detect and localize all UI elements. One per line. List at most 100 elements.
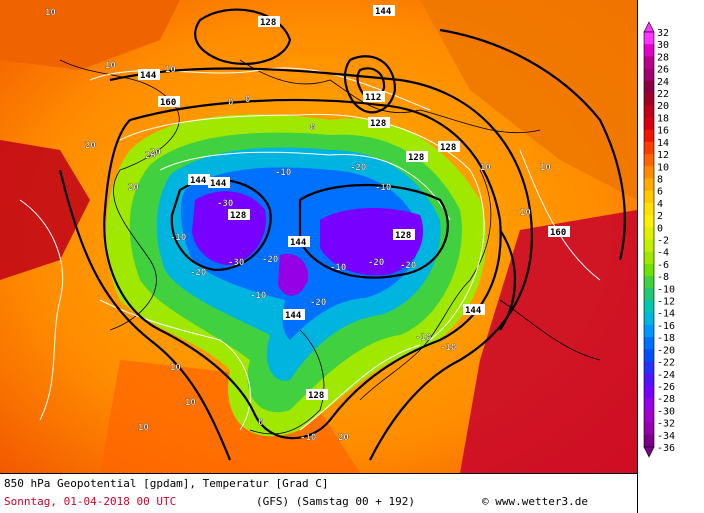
scale-color-step — [644, 68, 654, 82]
isotherm-label: 10 — [170, 363, 181, 373]
geopotential-label: 144 — [138, 69, 160, 81]
isotherm-label: -20 — [368, 258, 384, 268]
isotherm-label: -20 — [400, 261, 416, 271]
scale-color-step — [644, 93, 654, 106]
scale-color-step — [644, 398, 654, 411]
scale-tick-label: -26 — [657, 382, 675, 393]
isotherm-label: 20 — [128, 183, 139, 193]
caption-model: (GFS) (Samstag 00 + 192) — [256, 495, 415, 508]
scale-tick-label: 8 — [657, 174, 663, 185]
scale-color-step — [644, 178, 654, 192]
scale-tick-label: 6 — [657, 187, 663, 198]
svg-text:128: 128 — [395, 231, 411, 241]
isotherm-label: 10 — [165, 65, 176, 75]
svg-text:128: 128 — [370, 119, 386, 129]
scale-color-step — [644, 129, 654, 143]
svg-text:128: 128 — [308, 391, 324, 401]
scale-tick-label: -6 — [657, 260, 669, 271]
scale-max-arrow — [643, 21, 655, 33]
isotherm-label: -10 — [330, 263, 346, 273]
scale-color-step — [644, 422, 654, 436]
isotherm-label: 20 — [150, 148, 161, 158]
scale-color-step — [644, 373, 654, 387]
isotherm-label: -20 — [350, 163, 366, 173]
svg-text:144: 144 — [190, 176, 207, 186]
scale-color-step — [644, 300, 654, 314]
scale-tick-label: -2 — [657, 236, 669, 247]
caption-credit: © www.wetter3.de — [482, 495, 588, 508]
isotherm-label: -30 — [228, 258, 244, 268]
scale-tick-label: -12 — [657, 297, 675, 308]
isotherm-label: 10 — [105, 61, 116, 71]
scale-color-step — [644, 361, 654, 375]
scale-tick-label: 4 — [657, 199, 663, 210]
scale-tick-label: 24 — [657, 77, 669, 88]
scale-color-step — [644, 324, 654, 338]
scale-tick-label: 22 — [657, 89, 669, 100]
scale-color-step — [644, 312, 654, 326]
scale-tick-label: -24 — [657, 370, 675, 381]
isotherm-label: -10 — [250, 291, 266, 301]
isotherm-label: -20 — [310, 298, 326, 308]
scale-tick-label: 16 — [657, 126, 669, 137]
isotherm-label: 0 — [245, 95, 250, 105]
scale-color-step — [644, 141, 654, 155]
svg-text:128: 128 — [440, 143, 456, 153]
isotherm-label: 10 — [480, 163, 491, 173]
scale-color-step — [644, 251, 654, 265]
scale-color-step — [644, 276, 654, 289]
scale-tick-label: -34 — [657, 431, 675, 442]
isotherm-label: 20 — [85, 141, 96, 151]
color-scale-legend: 32 30 28 26 24 22 20 18 16 14 12 10 8 6 4 2 0 -2 -4 -6 -8 -10… — [637, 0, 704, 513]
geopotential-label: 128 — [306, 389, 328, 401]
scale-color-step — [644, 263, 654, 277]
isotherm-label: 0 — [310, 123, 315, 133]
scale-tick-label: 18 — [657, 113, 669, 124]
geopotential-label: 128 — [258, 16, 280, 28]
isotherm-label: 20 — [338, 433, 349, 443]
geopotential-label: 144 — [373, 5, 395, 17]
geopotential-label: 160 — [548, 226, 570, 238]
caption-date: Sonntag, 01-04-2018 00 UTC — [4, 495, 177, 508]
geopotential-label: 128 — [406, 151, 428, 163]
scale-color-step — [644, 190, 654, 204]
scale-tick-label: -8 — [657, 272, 669, 283]
scale-color-step — [644, 56, 654, 70]
scale-tick-label: -10 — [657, 284, 675, 295]
isotherm-label: -10 — [170, 233, 186, 243]
scale-tick-label: 12 — [657, 150, 669, 161]
isotherm-label: 10 — [540, 163, 551, 173]
geopotential-label: 128 — [393, 229, 415, 241]
svg-text:128: 128 — [408, 153, 424, 163]
geopotential-label: 144 — [288, 236, 310, 248]
scale-tick-label: 32 — [657, 28, 669, 39]
scale-color-step — [644, 337, 654, 350]
scale-tick-label: 28 — [657, 52, 669, 63]
scale-color-step — [644, 434, 654, 448]
svg-text:144: 144 — [465, 306, 482, 316]
isotherm-label: -10 — [440, 343, 456, 353]
scale-color-step — [644, 32, 654, 45]
map-caption: 850 hPa Geopotential [gpdam], Temperatur… — [0, 473, 637, 513]
scale-tick-label: 2 — [657, 211, 663, 222]
isotherm-label: -10 — [300, 433, 316, 443]
scale-tick-label: -4 — [657, 248, 669, 259]
scale-tick-label: -32 — [657, 419, 675, 430]
isotherm-label: -20 — [190, 268, 206, 278]
isotherm-label: -30 — [217, 199, 233, 209]
geopotential-label: 160 — [158, 96, 180, 108]
scale-color-step — [644, 117, 654, 131]
isotherm-label: 0 — [228, 98, 233, 108]
isotherm-label: 10 — [520, 208, 531, 218]
geopotential-label: 128 — [228, 209, 250, 221]
svg-text:144: 144 — [290, 238, 307, 248]
scale-tick-label: -16 — [657, 321, 675, 332]
isotherm-label: 10 — [45, 8, 56, 18]
isotherm-label: -20 — [262, 255, 278, 265]
geopotential-label: 144 — [188, 174, 210, 186]
scale-color-step — [644, 166, 654, 179]
isotherm-label: -10 — [375, 183, 391, 193]
svg-text:160: 160 — [160, 98, 176, 108]
